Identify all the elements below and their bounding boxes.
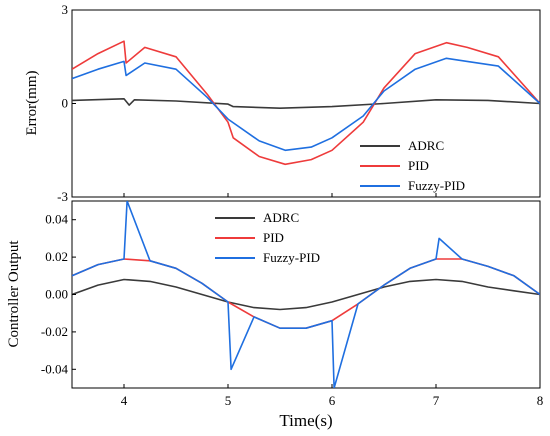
y-tick-label: -0.04: [41, 361, 69, 376]
x-axis-ticks: 4 5 6 7 8: [121, 193, 544, 408]
error-y-ticks: 3 0 -3: [57, 2, 76, 204]
y-tick-label: 0.04: [45, 212, 68, 227]
y-tick-label: 0.02: [45, 249, 68, 264]
legend-label-fuzzy-pid: Fuzzy-PID: [408, 178, 465, 193]
y-tick-label: 0: [62, 96, 69, 111]
error-series-lines: [72, 40, 540, 166]
series-line-adrc: [72, 98, 540, 109]
controller-output-legend: ADRC PID Fuzzy-PID: [215, 210, 320, 265]
controller-output-series-lines: [72, 201, 540, 388]
series-line-adrc: [72, 278, 540, 311]
y-tick-label: -0.02: [41, 324, 68, 339]
legend-label-fuzzy-pid: Fuzzy-PID: [263, 250, 320, 265]
x-tick-label: 7: [433, 393, 440, 408]
legend-label-pid: PID: [408, 158, 429, 173]
y-tick-label: 3: [62, 2, 69, 17]
series-line-pid: [72, 40, 540, 166]
controller-output-panel: 0.04 0.02 0.00 -0.02 -0.04 Controller Output…: [6, 200, 541, 389]
legend-label-pid: PID: [263, 230, 284, 245]
legend-label-adrc: ADRC: [263, 210, 299, 225]
controller-output-y-axis-label: Controller Output: [6, 240, 22, 348]
error-y-axis-label: Error(mm): [24, 71, 40, 136]
x-tick-label: 8: [537, 393, 544, 408]
x-tick-label: 4: [121, 393, 128, 408]
error-legend: ADRC PID Fuzzy-PID: [360, 138, 465, 193]
legend-label-adrc: ADRC: [408, 138, 444, 153]
x-tick-label: 6: [329, 393, 336, 408]
y-tick-label: -3: [57, 189, 68, 204]
series-line-fuzzy-pid: [72, 57, 540, 152]
x-axis-label: Time(s): [279, 411, 332, 430]
y-tick-label: 0.00: [45, 287, 68, 302]
controller-output-y-ticks: 0.04 0.02 0.00 -0.02 -0.04: [41, 212, 76, 376]
x-tick-label: 5: [225, 393, 232, 408]
error-panel: 3 0 -3 Error(mm) ADRC PID Fuzzy-PID: [24, 2, 541, 204]
series-line-fuzzy-pid: [72, 201, 540, 388]
